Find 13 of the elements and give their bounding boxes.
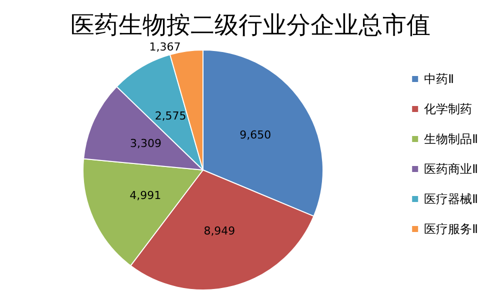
legend-label: 医疗服务Ⅱ [424,222,478,236]
data-label: 2,575 [154,109,186,122]
legend-label: 医药商业Ⅱ [424,162,478,176]
legend-label: 化学制药 [424,102,472,116]
legend-label: 中药Ⅱ [424,72,454,86]
chart-title: 医药生物按二级行业分企业总市值 [70,11,430,39]
legend-label: 医疗器械Ⅱ [424,192,478,206]
data-label: 4,991 [130,188,162,202]
data-label: 1,367 [149,40,181,54]
data-label: 9,650 [240,128,272,142]
data-label: 3,309 [130,137,162,150]
legend-label: 生物制品Ⅱ [424,132,478,146]
data-label: 8,949 [204,224,236,238]
